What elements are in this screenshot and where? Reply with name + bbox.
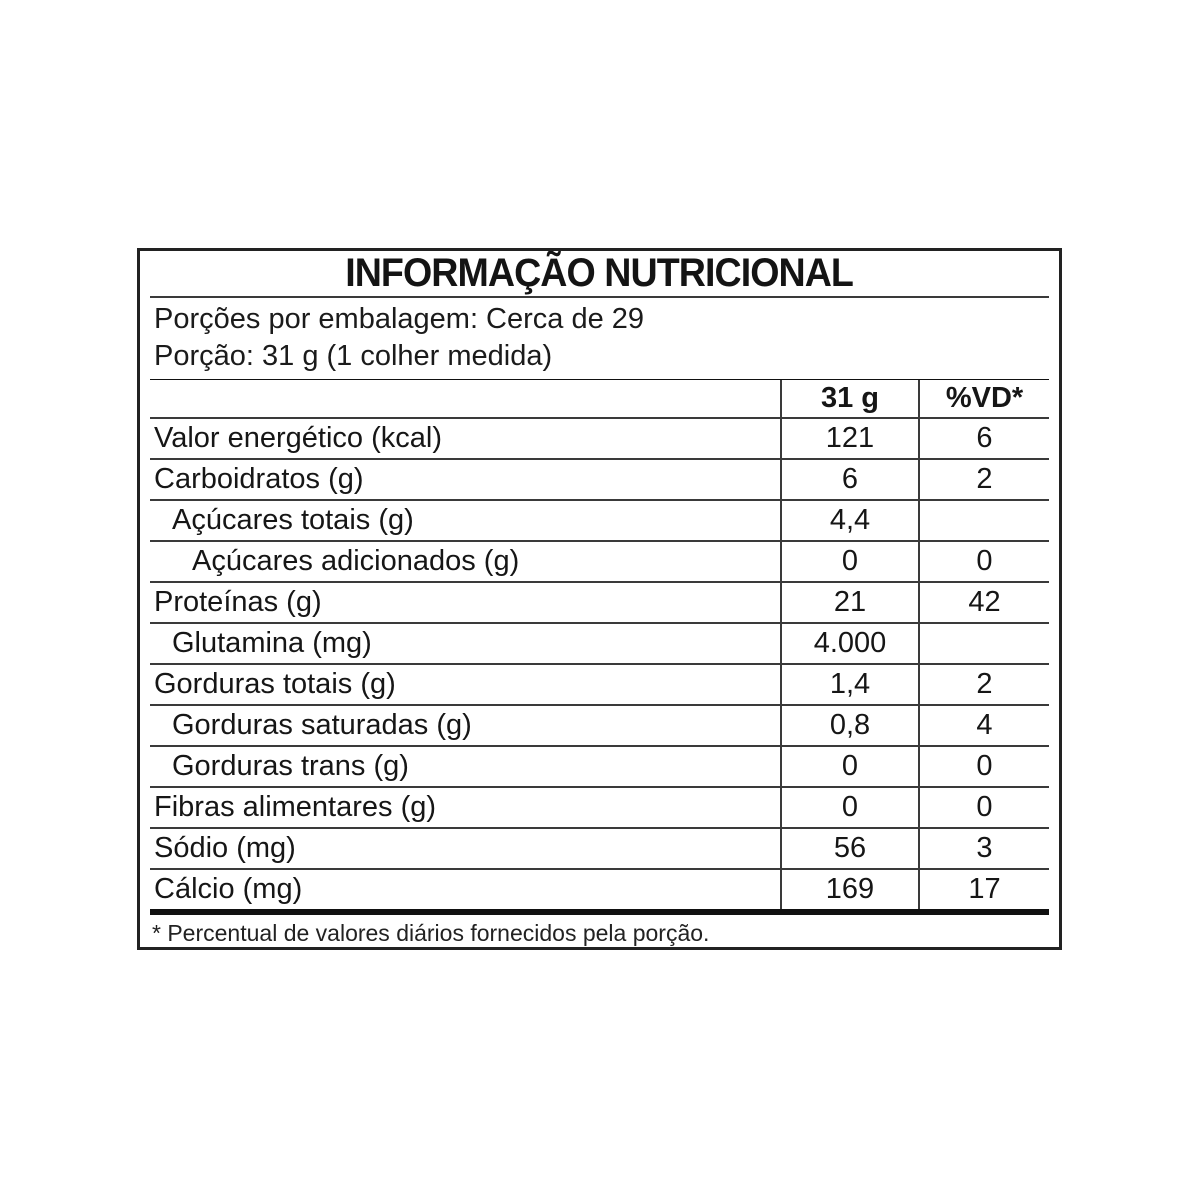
nutrient-dv	[918, 501, 1049, 540]
serving-info: Porções por embalagem: Cerca de 29 Porçã…	[140, 298, 1059, 379]
servings-per-package: Porções por embalagem: Cerca de 29	[154, 303, 645, 335]
nutrient-amount: 121	[780, 419, 918, 458]
nutrient-label: Açúcares adicionados (g)	[192, 545, 520, 577]
nutrient-label: Carboidratos (g)	[154, 463, 364, 495]
nutrient-amount: 0	[780, 788, 918, 827]
nutrient-label: Sódio (mg)	[154, 832, 296, 864]
table-row-gorduras-totais: Gorduras totais (g) 1,4 2	[150, 665, 1049, 706]
header-dv: %VD*	[918, 380, 1049, 417]
table-row-glutamina: Glutamina (mg) 4.000	[150, 624, 1049, 665]
nutrient-amount: 0	[780, 542, 918, 581]
table-row-carboidratos: Carboidratos (g) 6 2	[150, 460, 1049, 501]
table-row-sodio: Sódio (mg) 56 3	[150, 829, 1049, 870]
nutrient-amount: 4.000	[780, 624, 918, 663]
nutrient-dv: 42	[918, 583, 1049, 622]
nutrient-label: Cálcio (mg)	[154, 873, 303, 905]
table-row-gorduras-trans: Gorduras trans (g) 0 0	[150, 747, 1049, 788]
nutrient-dv: 2	[918, 665, 1049, 704]
nutrient-label: Proteínas (g)	[154, 586, 322, 618]
table-header-row: 31 g %VD*	[150, 380, 1049, 419]
table-row-valor-energetico: Valor energético (kcal) 121 6	[150, 419, 1049, 460]
nutrient-dv: 6	[918, 419, 1049, 458]
nutrition-table: 31 g %VD* Valor energético (kcal) 121 6 …	[150, 380, 1049, 915]
nutrient-dv: 2	[918, 460, 1049, 499]
portion-size: Porção: 31 g (1 colher medida)	[154, 340, 553, 372]
panel-header: INFORMAÇÃO NUTRICIONAL	[140, 251, 1059, 296]
nutrient-amount: 0	[780, 747, 918, 786]
nutrient-amount: 56	[780, 829, 918, 868]
nutrient-dv: 0	[918, 542, 1049, 581]
nutrient-amount: 169	[780, 870, 918, 909]
table-row-fibras: Fibras alimentares (g) 0 0	[150, 788, 1049, 829]
nutrient-dv: 17	[918, 870, 1049, 909]
nutrient-dv: 4	[918, 706, 1049, 745]
nutrient-label: Fibras alimentares (g)	[154, 791, 437, 823]
nutrient-amount: 1,4	[780, 665, 918, 704]
nutrient-dv: 0	[918, 747, 1049, 786]
nutrient-amount: 21	[780, 583, 918, 622]
table-row-calcio: Cálcio (mg) 169 17	[150, 870, 1049, 915]
nutrient-label: Valor energético (kcal)	[154, 422, 442, 454]
nutrient-label: Gorduras saturadas (g)	[172, 709, 472, 741]
nutrient-amount: 0,8	[780, 706, 918, 745]
table-row-gorduras-saturadas: Gorduras saturadas (g) 0,8 4	[150, 706, 1049, 747]
panel-title: INFORMAÇÃO NUTRICIONAL	[345, 251, 855, 295]
table-row-acucares-totais: Açúcares totais (g) 4,4	[150, 501, 1049, 542]
table-row-proteinas: Proteínas (g) 21 42	[150, 583, 1049, 624]
nutrition-facts-panel: INFORMAÇÃO NUTRICIONAL Porções por embal…	[137, 248, 1062, 950]
nutrient-dv	[918, 624, 1049, 663]
thick-separator-top	[150, 379, 1049, 380]
nutrient-amount: 4,4	[780, 501, 918, 540]
nutrient-label: Glutamina (mg)	[172, 627, 372, 659]
daily-values-footnote: * Percentual de valores diários fornecid…	[152, 920, 710, 946]
table-row-acucares-adicionados: Açúcares adicionados (g) 0 0	[150, 542, 1049, 583]
divider-under-title	[150, 296, 1049, 298]
nutrient-label: Gorduras totais (g)	[154, 668, 396, 700]
nutrient-dv: 3	[918, 829, 1049, 868]
nutrient-label: Gorduras trans (g)	[172, 750, 409, 782]
nutrient-dv: 0	[918, 788, 1049, 827]
nutrient-label: Açúcares totais (g)	[172, 504, 414, 536]
header-amount: 31 g	[780, 380, 918, 417]
nutrient-amount: 6	[780, 460, 918, 499]
